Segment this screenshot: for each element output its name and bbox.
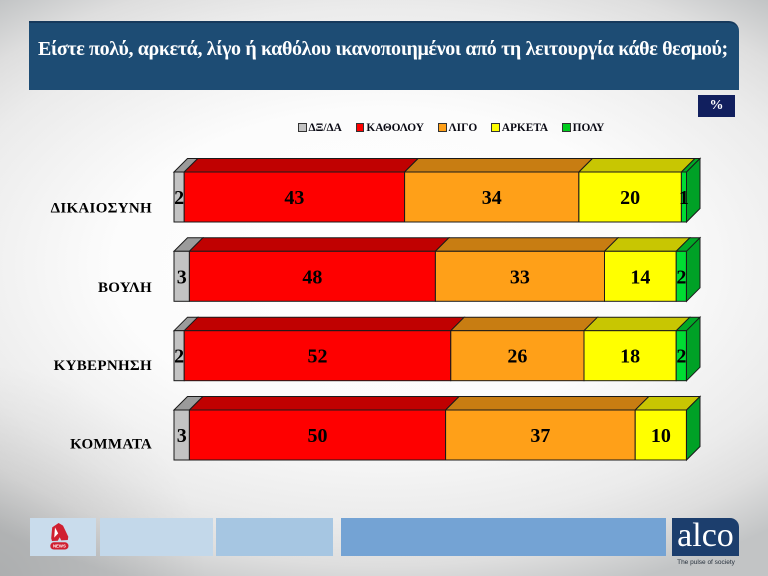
svg-text:1: 1: [679, 187, 689, 209]
svg-text:NEWS: NEWS: [53, 544, 66, 549]
svg-text:43: 43: [284, 187, 304, 209]
svg-text:3: 3: [177, 266, 187, 288]
svg-text:ΚΥΒΕΡΝΗΣΗ: ΚΥΒΕΡΝΗΣΗ: [54, 358, 152, 374]
svg-text:20: 20: [620, 187, 640, 209]
svg-text:26: 26: [507, 346, 527, 368]
svg-text:33: 33: [510, 266, 530, 288]
svg-text:18: 18: [620, 346, 640, 368]
svg-text:2: 2: [676, 346, 686, 368]
svg-text:37: 37: [530, 425, 550, 447]
svg-text:2: 2: [174, 346, 184, 368]
svg-text:2: 2: [676, 266, 686, 288]
svg-text:ΒΟΥΛΗ: ΒΟΥΛΗ: [98, 280, 152, 296]
svg-text:48: 48: [302, 266, 322, 288]
svg-text:14: 14: [630, 266, 650, 288]
svg-text:2: 2: [174, 187, 184, 209]
svg-text:10: 10: [651, 425, 671, 447]
svg-text:3: 3: [177, 425, 187, 447]
svg-text:ΚΟΜΜΑΤΑ: ΚΟΜΜΑΤΑ: [70, 437, 152, 453]
svg-text:34: 34: [482, 187, 502, 209]
svg-text:50: 50: [308, 425, 328, 447]
svg-text:ΔΙΚΑΙΟΣΥΝΗ: ΔΙΚΑΙΟΣΥΝΗ: [51, 201, 152, 217]
svg-text:52: 52: [308, 346, 328, 368]
